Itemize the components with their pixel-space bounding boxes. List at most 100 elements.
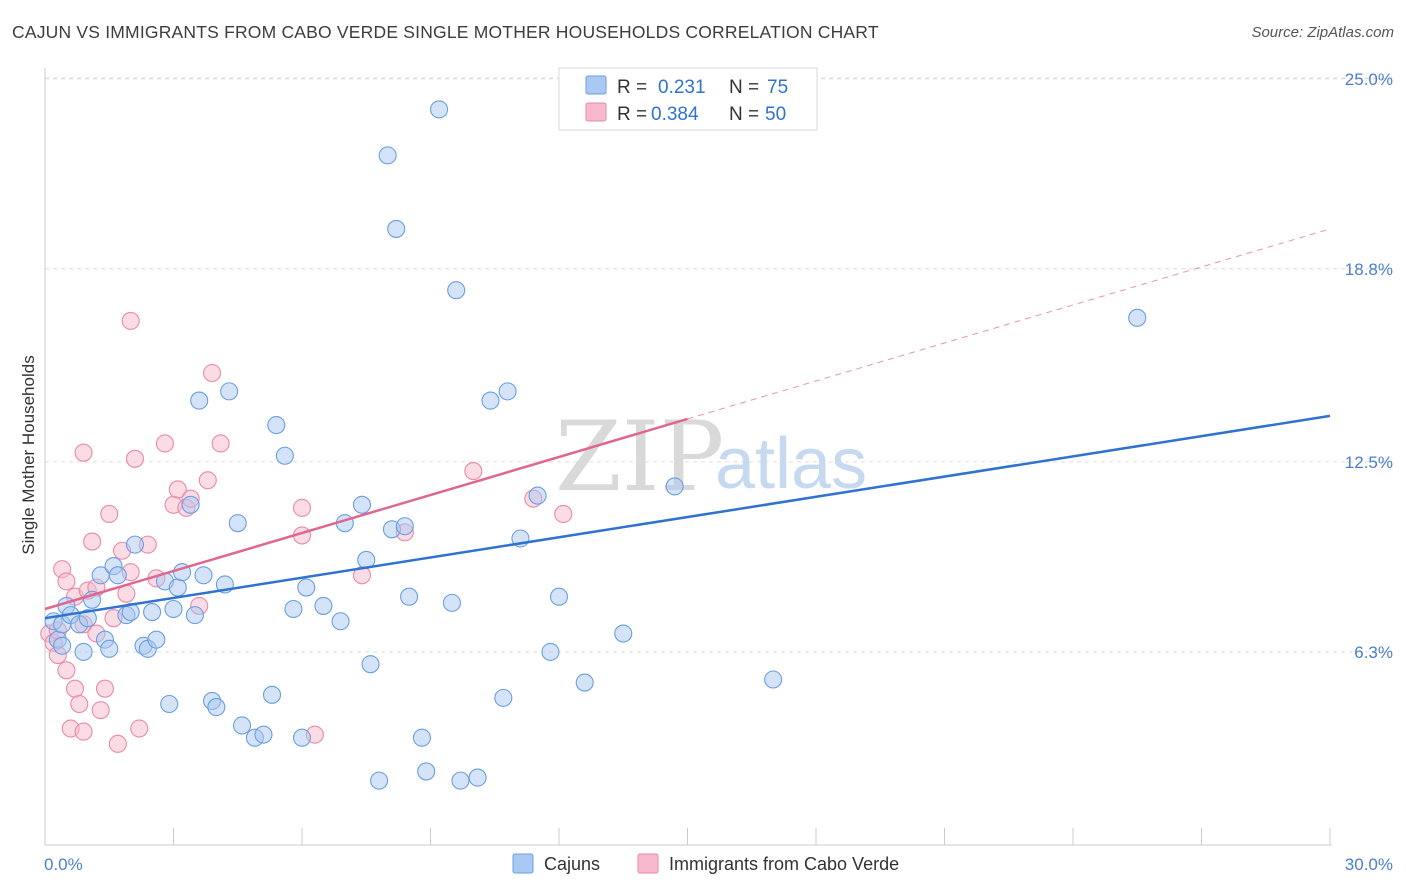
data-point bbox=[74, 642, 93, 661]
series-cajuns-points bbox=[44, 100, 1147, 790]
data-point bbox=[211, 434, 230, 453]
data-point bbox=[267, 416, 286, 435]
data-point bbox=[168, 578, 187, 597]
x-tick-label: 0.0% bbox=[44, 855, 83, 874]
data-point bbox=[262, 685, 282, 704]
data-point bbox=[541, 642, 560, 661]
data-point bbox=[78, 609, 97, 628]
y-tick-label: 6.3% bbox=[1354, 643, 1393, 662]
trend-line-extension bbox=[687, 228, 1331, 420]
data-point bbox=[194, 566, 213, 585]
data-point bbox=[125, 449, 144, 468]
data-point bbox=[430, 100, 449, 119]
source-credit: Source: ZipAtlas.com bbox=[1251, 24, 1394, 41]
data-point bbox=[108, 734, 127, 753]
data-point bbox=[232, 716, 252, 735]
data-point bbox=[74, 443, 93, 462]
data-point bbox=[395, 517, 414, 536]
legend-swatch-blue bbox=[585, 75, 607, 95]
data-point bbox=[228, 514, 247, 533]
data-point bbox=[412, 728, 431, 747]
bottom-legend-swatch-pink bbox=[637, 853, 659, 874]
watermark-zip: ZIP bbox=[555, 401, 724, 513]
data-point bbox=[57, 661, 76, 680]
trend-line bbox=[44, 414, 1331, 620]
data-point bbox=[83, 532, 102, 551]
watermark-atlas: atlas bbox=[715, 424, 867, 504]
legend-r-value: 0.384 bbox=[651, 104, 699, 125]
data-point bbox=[203, 363, 222, 383]
legend-r-value: 0.231 bbox=[658, 77, 706, 98]
data-point bbox=[57, 572, 76, 591]
data-point bbox=[464, 462, 483, 481]
x-tick-labels: 0.0% 30.0% bbox=[44, 855, 1393, 874]
data-point bbox=[275, 446, 294, 465]
data-point bbox=[528, 486, 547, 505]
data-point bbox=[468, 768, 487, 787]
x-tick-label: 30.0% bbox=[1345, 855, 1393, 874]
data-point bbox=[95, 679, 115, 698]
data-point bbox=[185, 606, 204, 625]
data-point bbox=[361, 655, 380, 674]
data-point bbox=[549, 587, 569, 606]
data-point bbox=[181, 495, 200, 514]
data-point bbox=[575, 673, 594, 692]
data-point bbox=[554, 504, 573, 524]
watermark: ZIP atlas bbox=[555, 401, 867, 513]
data-point bbox=[100, 504, 119, 524]
data-point bbox=[451, 771, 470, 790]
data-point bbox=[168, 480, 187, 499]
data-point bbox=[352, 495, 372, 514]
data-point bbox=[297, 578, 316, 597]
data-point bbox=[447, 281, 466, 300]
legend-n-label: N = bbox=[729, 77, 759, 98]
data-point bbox=[125, 535, 144, 554]
data-point bbox=[764, 670, 783, 689]
data-point bbox=[292, 498, 312, 517]
data-point bbox=[1128, 308, 1147, 327]
data-point bbox=[53, 636, 72, 655]
data-point bbox=[74, 722, 93, 741]
data-point bbox=[143, 603, 162, 622]
trend-lines bbox=[44, 228, 1331, 620]
data-point bbox=[442, 593, 461, 612]
y-tick-label: 12.5% bbox=[1345, 453, 1393, 472]
bottom-legend-label: Immigrants from Cabo Verde bbox=[669, 854, 899, 874]
data-point bbox=[100, 639, 119, 658]
legend-n-value: 50 bbox=[765, 104, 786, 125]
data-point bbox=[387, 219, 406, 238]
data-point bbox=[498, 382, 517, 401]
y-axis-label: Single Mother Households bbox=[19, 355, 38, 554]
legend: R = 0.231 N = 75 R = 0.384 N = 50 bbox=[558, 67, 818, 131]
legend-r-label: R = bbox=[617, 77, 647, 98]
data-point bbox=[155, 434, 174, 453]
data-point bbox=[130, 719, 149, 738]
data-point bbox=[190, 391, 209, 410]
data-point bbox=[65, 679, 85, 698]
gridlines bbox=[45, 77, 1392, 653]
data-point bbox=[314, 596, 333, 615]
data-point bbox=[481, 391, 500, 410]
y-tick-labels: 6.3% 12.5% 18.8% 25.0% bbox=[1345, 70, 1393, 662]
data-point bbox=[400, 587, 419, 606]
y-tick-label: 25.0% bbox=[1345, 70, 1393, 89]
data-point bbox=[665, 477, 684, 496]
data-point bbox=[207, 698, 226, 717]
data-point bbox=[147, 630, 166, 649]
legend-swatch-pink bbox=[585, 102, 607, 122]
data-point bbox=[164, 599, 183, 619]
data-point bbox=[378, 146, 397, 165]
trend-line bbox=[44, 417, 688, 611]
data-point bbox=[494, 688, 513, 707]
data-point bbox=[284, 599, 303, 619]
data-point bbox=[220, 382, 239, 401]
data-point bbox=[91, 701, 110, 720]
chart-title: CAJUN VS IMMIGRANTS FROM CABO VERDE SING… bbox=[12, 22, 879, 42]
legend-r-label: R = bbox=[617, 104, 647, 125]
data-point bbox=[121, 311, 140, 330]
data-point bbox=[198, 471, 217, 490]
data-point bbox=[70, 694, 89, 714]
data-point bbox=[614, 624, 633, 643]
legend-n-label: N = bbox=[729, 104, 759, 125]
